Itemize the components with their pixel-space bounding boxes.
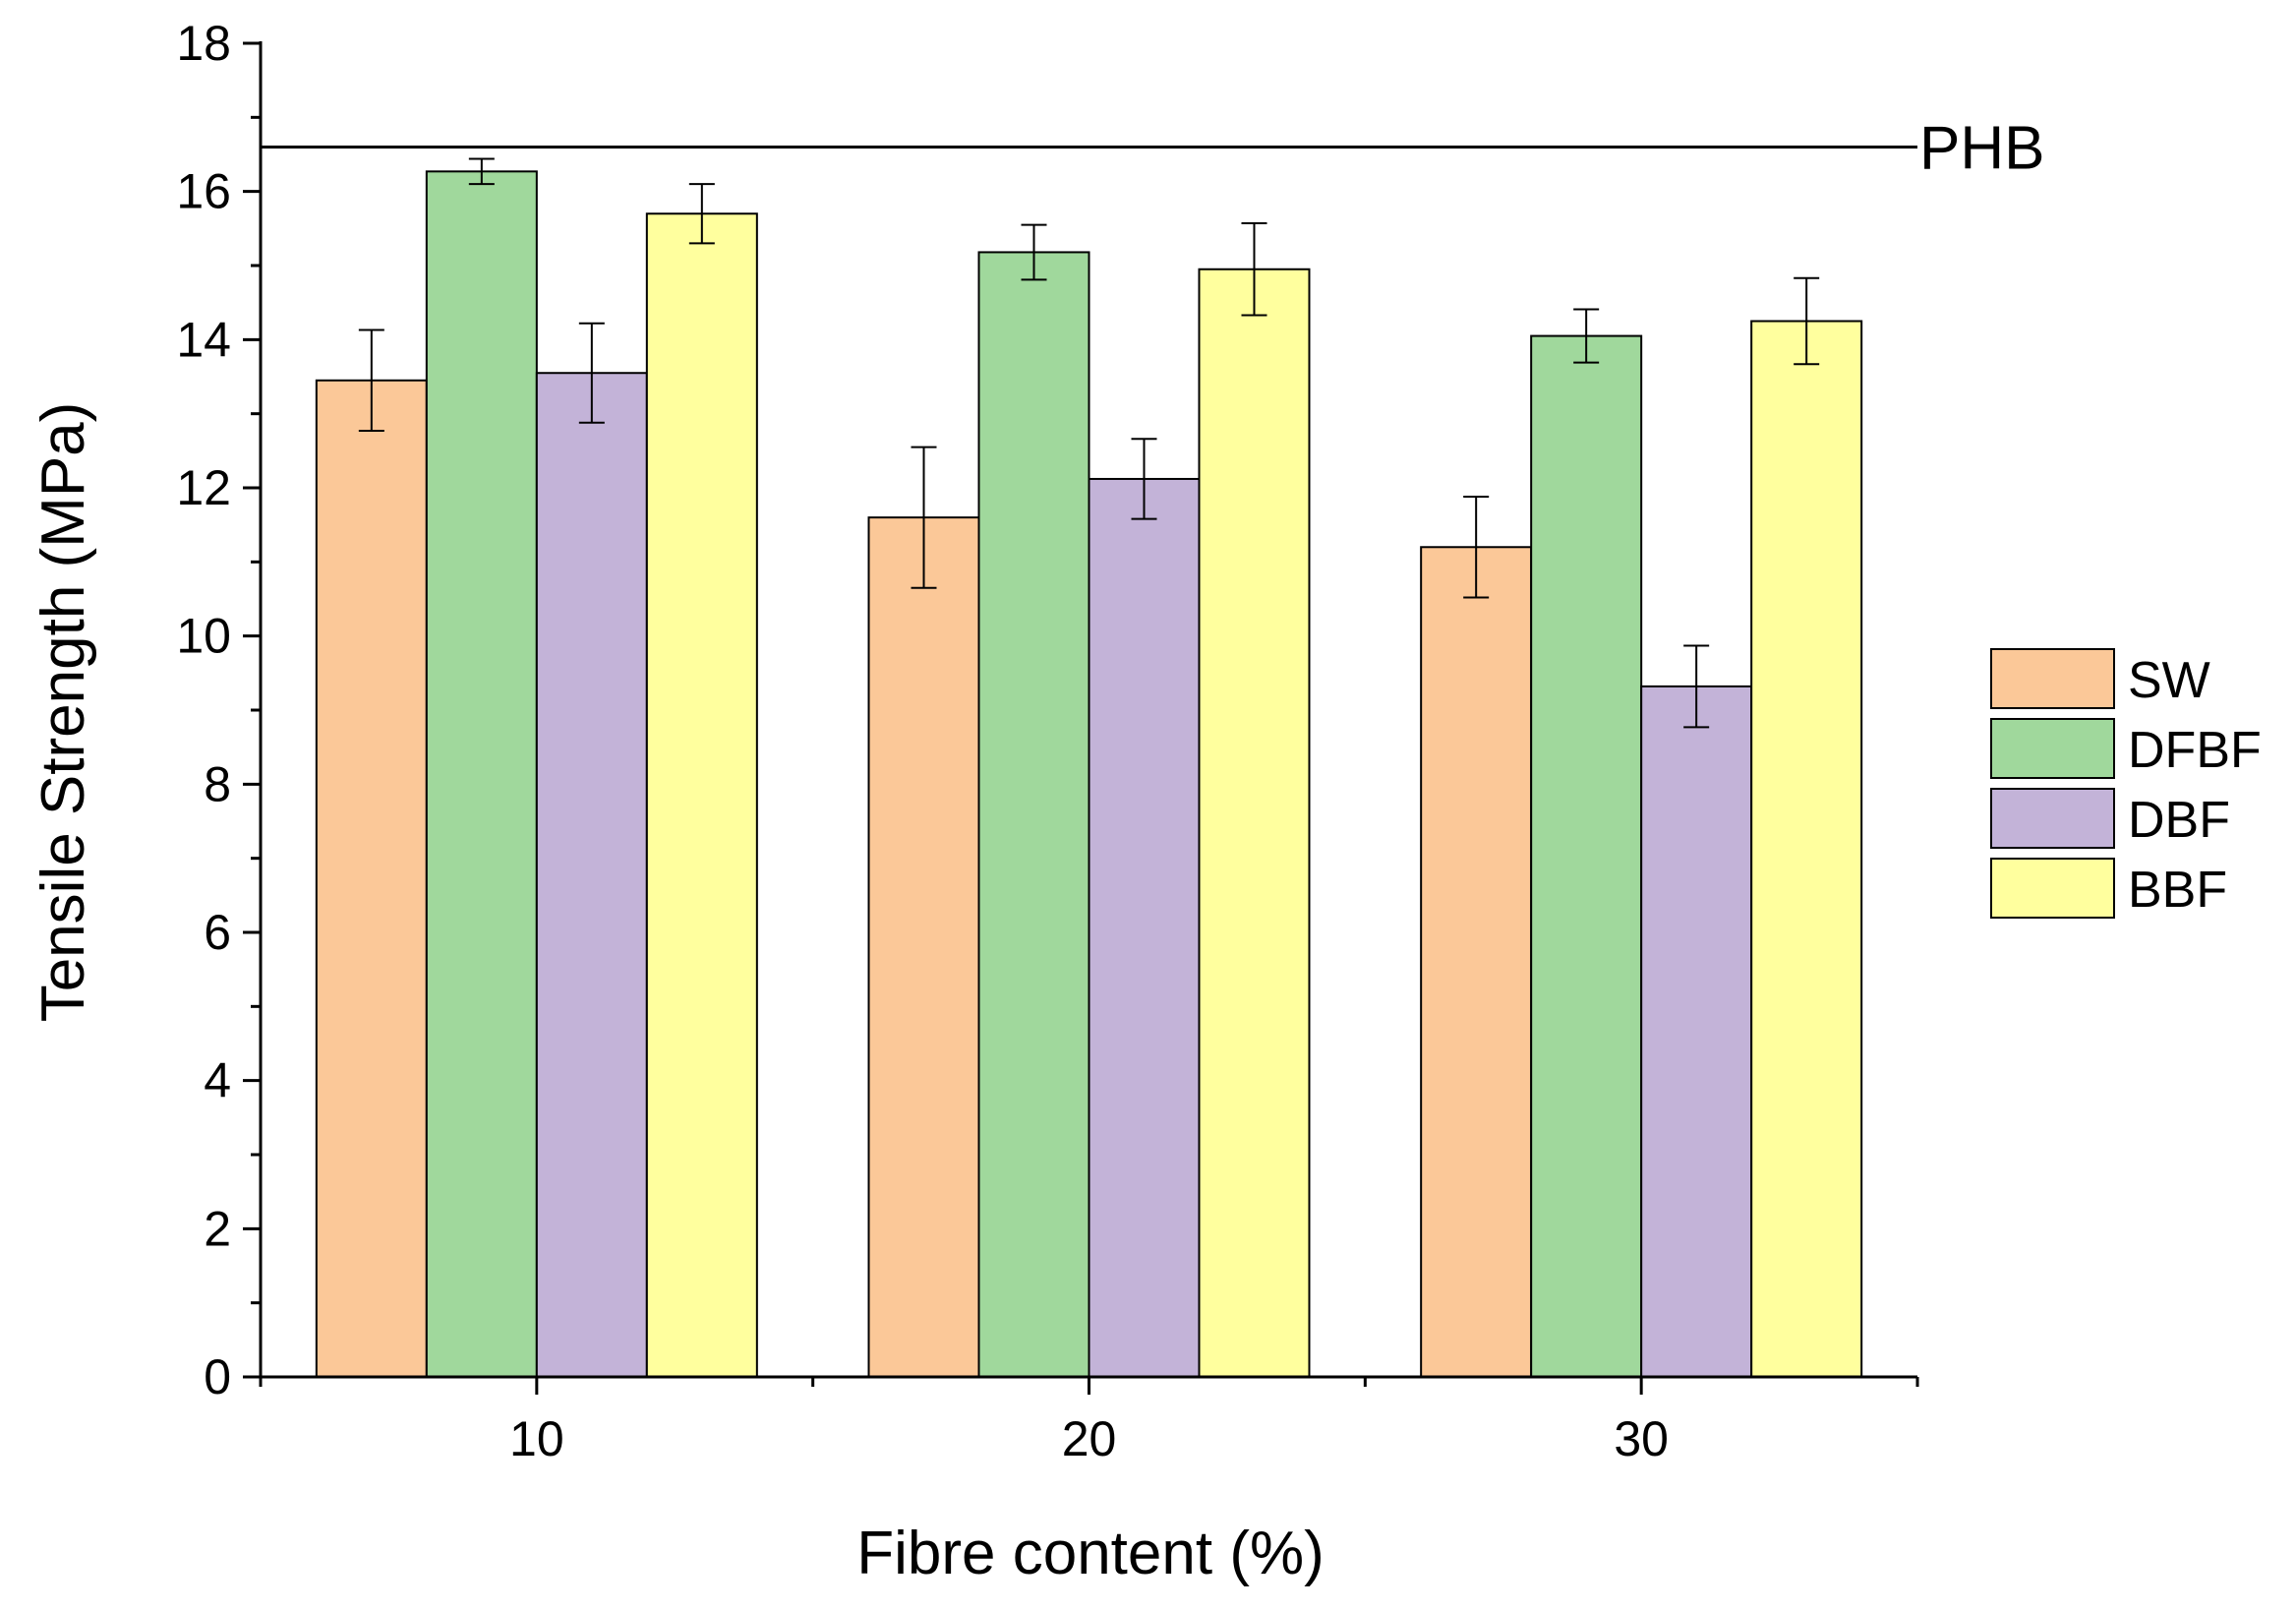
bar-dfbf-20 — [977, 251, 1090, 1379]
error-bar-dbf-30 — [1683, 644, 1710, 729]
legend-item-sw: SW — [1990, 648, 2210, 709]
error-bar-sw-10 — [358, 328, 384, 432]
bar-dbf-20 — [1088, 477, 1201, 1378]
reference-line-layer: PHB — [261, 114, 2044, 182]
legend-item-bbf: BBF — [1990, 858, 2227, 919]
error-bar-bbf-30 — [1794, 276, 1820, 366]
y-tick-label: 0 — [204, 1349, 231, 1404]
y-tick-label: 8 — [204, 756, 231, 811]
y-tick-label: 16 — [176, 164, 231, 219]
legend-label: DBF — [2128, 792, 2230, 849]
error-bars-layer — [358, 157, 1820, 729]
axes-layer: 0 2 4 6 8 10 12 14 16 18 10 20 30 — [176, 16, 1919, 1466]
legend-swatch — [1990, 858, 2115, 919]
bar-dbf-30 — [1640, 685, 1753, 1378]
bar-dfbf-30 — [1530, 334, 1643, 1379]
legend-swatch — [1990, 788, 2115, 849]
bar-bbf-10 — [645, 212, 758, 1378]
error-bar-dfbf-20 — [1021, 223, 1047, 281]
error-bar-dfbf-30 — [1573, 308, 1600, 364]
bars-layer — [315, 170, 1863, 1379]
bar-bbf-30 — [1750, 320, 1863, 1378]
y-tick-label: 6 — [204, 905, 231, 960]
bar-sw-20 — [867, 516, 980, 1378]
x-tick-label: 10 — [509, 1411, 564, 1466]
bar-bbf-20 — [1198, 268, 1311, 1378]
reference-line-label: PHB — [1919, 114, 2044, 182]
legend-swatch — [1990, 648, 2115, 709]
bar-sw-10 — [315, 379, 428, 1378]
legend-item-dbf: DBF — [1990, 788, 2230, 849]
error-bar-sw-20 — [911, 446, 937, 589]
y-tick-label: 18 — [176, 16, 231, 71]
legend-label: BBF — [2128, 862, 2227, 919]
y-tick-label: 4 — [204, 1053, 231, 1108]
bar-dbf-10 — [535, 372, 648, 1378]
legend: SW DFBF DBF BBF — [1990, 648, 2262, 919]
legend-label: SW — [2128, 652, 2210, 709]
y-tick-label: 10 — [176, 609, 231, 664]
legend-label: DFBF — [2128, 722, 2262, 779]
error-bar-bbf-10 — [688, 183, 715, 245]
y-tick-label: 2 — [204, 1201, 231, 1256]
x-tick-label: 20 — [1062, 1411, 1117, 1466]
error-bar-bbf-20 — [1241, 222, 1267, 317]
bar-dfbf-10 — [425, 170, 538, 1378]
error-bar-dbf-10 — [578, 322, 605, 424]
y-axis-title: Tensile Strength (MPa) — [29, 402, 97, 1023]
error-bar-dbf-20 — [1131, 438, 1157, 520]
y-tick-label: 12 — [176, 460, 231, 515]
bar-sw-30 — [1420, 546, 1533, 1378]
legend-swatch — [1990, 718, 2115, 779]
x-axis-title: Fibre content (%) — [856, 1520, 1325, 1587]
error-bar-dfbf-10 — [468, 157, 495, 186]
x-tick-label: 30 — [1614, 1411, 1669, 1466]
legend-item-dfbf: DFBF — [1990, 718, 2262, 779]
error-bar-sw-30 — [1463, 496, 1490, 599]
y-tick-label: 14 — [176, 312, 231, 367]
